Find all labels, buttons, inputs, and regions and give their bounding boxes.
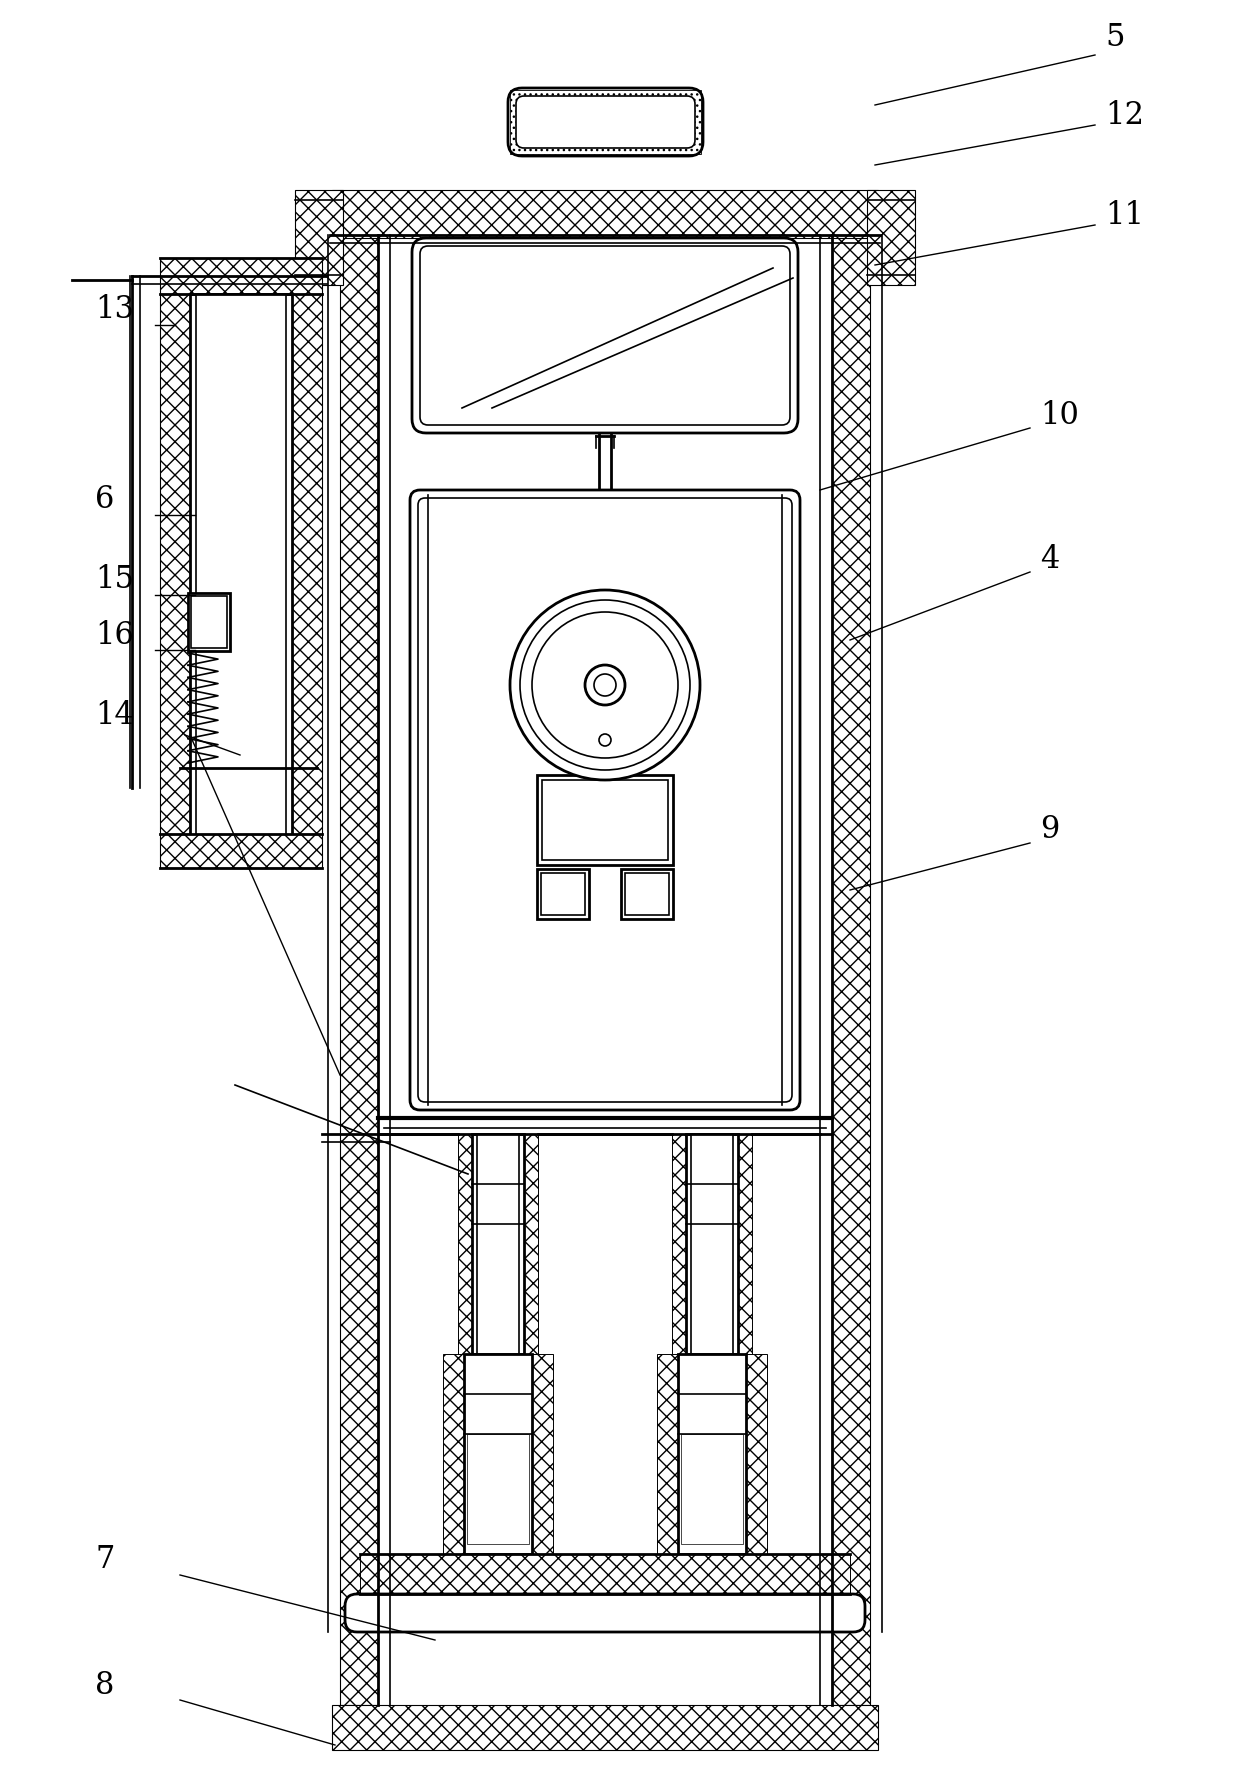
Text: 7: 7	[95, 1544, 114, 1576]
Circle shape	[532, 611, 678, 758]
Bar	[686, 1135, 738, 1355]
Bar	[737, 1355, 768, 1555]
Circle shape	[510, 590, 701, 779]
Bar	[443, 1355, 472, 1555]
Text: 10: 10	[1040, 400, 1079, 431]
Circle shape	[599, 734, 611, 745]
Bar	[332, 189, 878, 238]
Text: 13: 13	[95, 295, 134, 325]
Text: 15: 15	[95, 565, 134, 595]
FancyBboxPatch shape	[410, 490, 800, 1110]
FancyBboxPatch shape	[420, 247, 790, 425]
Bar	[190, 295, 291, 838]
Bar	[464, 1355, 532, 1555]
Bar	[510, 89, 701, 154]
Text: 6: 6	[95, 484, 114, 515]
Bar	[160, 295, 190, 835]
Bar	[601, 670, 609, 734]
Bar	[681, 1433, 743, 1544]
FancyBboxPatch shape	[508, 88, 703, 155]
Bar	[467, 1433, 529, 1544]
FancyBboxPatch shape	[412, 238, 799, 432]
Bar	[360, 1555, 849, 1594]
Bar	[196, 295, 286, 838]
FancyBboxPatch shape	[345, 1594, 866, 1632]
Bar	[542, 779, 668, 860]
FancyBboxPatch shape	[418, 499, 792, 1103]
Bar	[625, 874, 670, 915]
FancyBboxPatch shape	[516, 96, 694, 148]
Circle shape	[594, 674, 616, 695]
Bar	[672, 1135, 751, 1355]
Bar	[541, 874, 585, 915]
Bar	[472, 1135, 525, 1355]
Bar	[188, 593, 229, 650]
Bar	[867, 189, 915, 284]
Bar	[191, 597, 227, 649]
Circle shape	[520, 600, 689, 770]
Bar	[295, 189, 343, 284]
Text: 4: 4	[1040, 545, 1059, 575]
Bar	[332, 1705, 878, 1749]
Bar	[477, 1135, 520, 1355]
Text: 8: 8	[95, 1669, 114, 1701]
Bar	[458, 1135, 538, 1355]
Bar	[657, 1355, 687, 1555]
Text: 5: 5	[1105, 23, 1125, 54]
Bar	[832, 236, 870, 1705]
Bar	[160, 257, 322, 295]
Bar	[621, 868, 673, 919]
Bar	[537, 868, 589, 919]
Circle shape	[585, 665, 625, 706]
Text: 12: 12	[1105, 100, 1145, 130]
Text: 16: 16	[95, 620, 134, 650]
Bar	[340, 236, 378, 1705]
Bar	[523, 1355, 553, 1555]
Bar	[291, 295, 322, 835]
Text: 9: 9	[1040, 815, 1059, 845]
Bar	[691, 1135, 733, 1355]
Bar	[160, 835, 322, 868]
Text: 14: 14	[95, 699, 134, 731]
Bar	[678, 1355, 746, 1555]
Text: 11: 11	[1105, 200, 1145, 231]
Bar	[537, 776, 673, 865]
